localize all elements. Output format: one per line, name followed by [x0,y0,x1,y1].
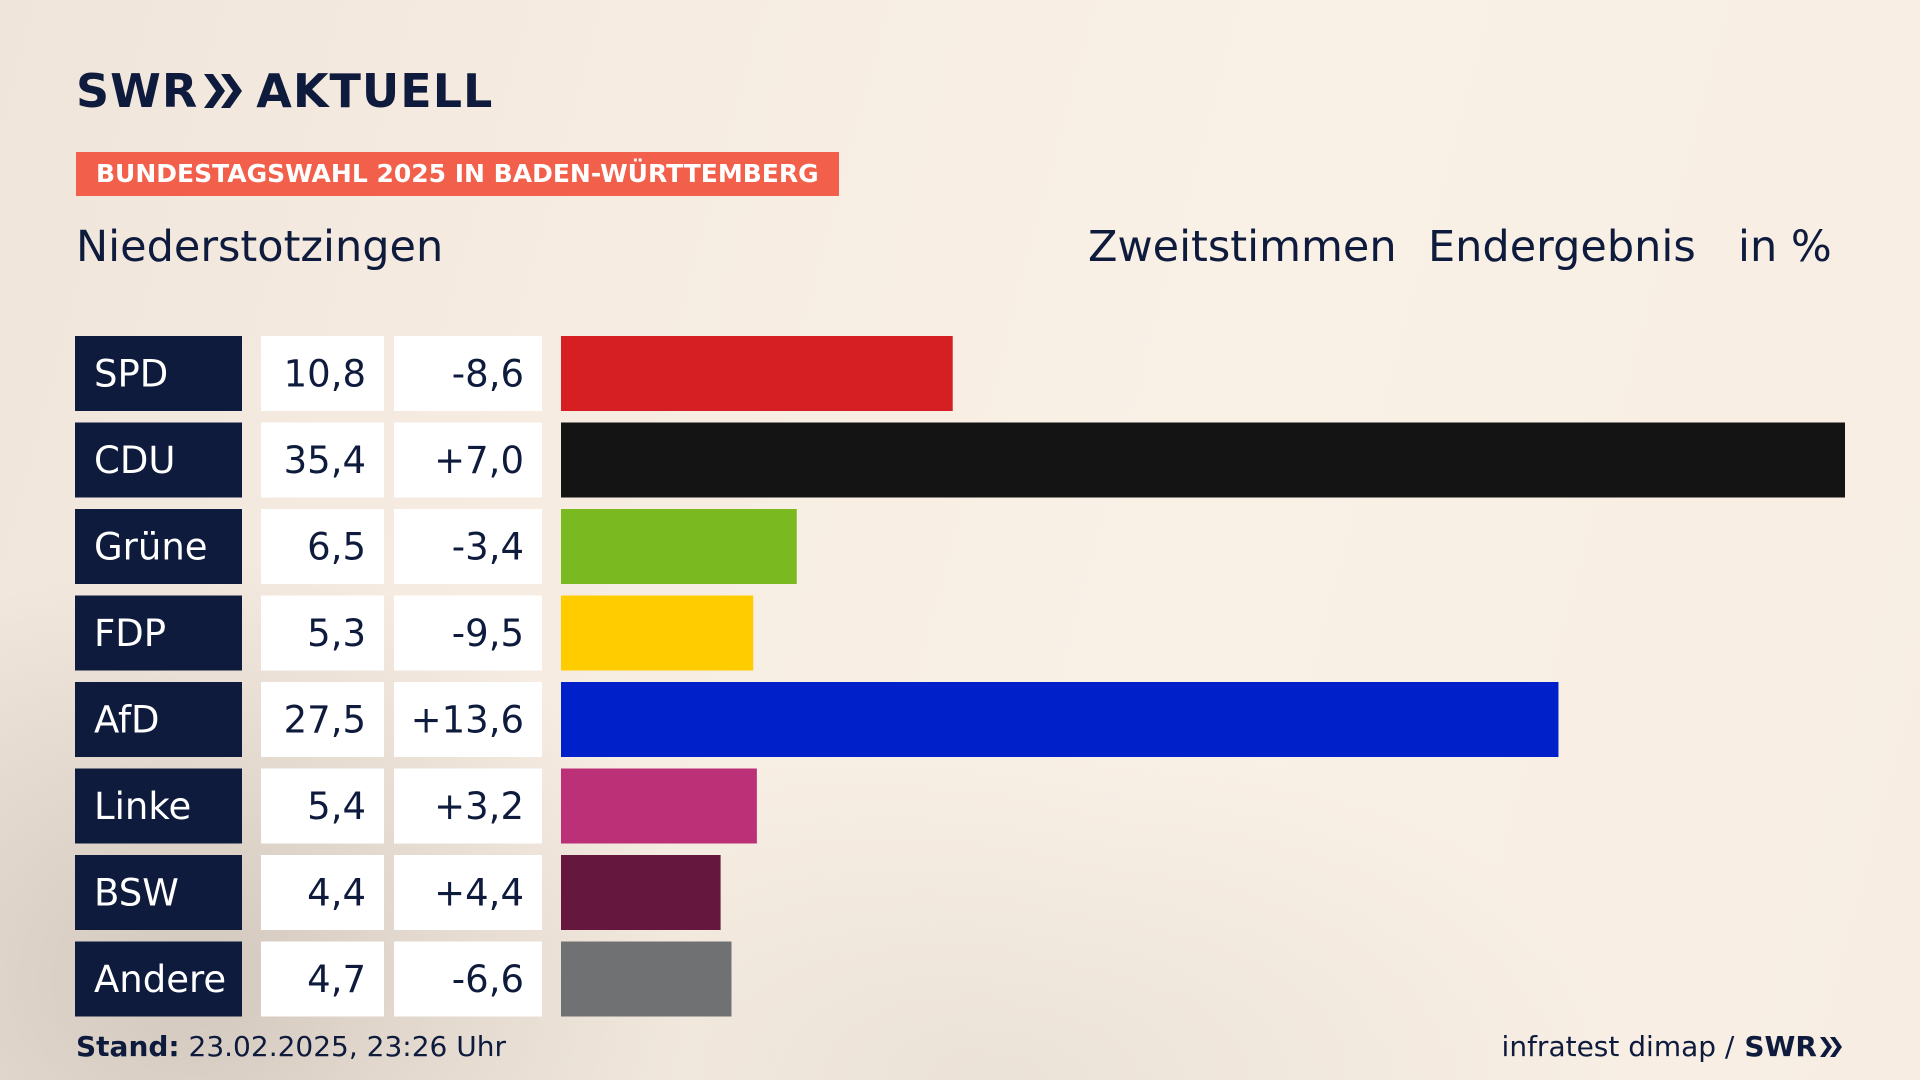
change-cell [394,941,542,1017]
change-label: +4,4 [434,872,524,915]
source-text: infratest dimap / [1501,1030,1735,1063]
change-label: -9,5 [452,612,524,655]
value-cell [261,422,384,498]
change-cell [394,768,542,844]
value-label: 10,8 [284,353,366,396]
result-bar [561,941,732,1017]
double-chevron-icon [1820,1036,1842,1057]
change-label: +7,0 [434,439,524,482]
source-logo-text: SWR [1744,1030,1817,1063]
place-title: Niederstotzingen [76,222,444,272]
change-cell [394,336,542,411]
party-label-box [75,509,242,584]
double-chevron-icon [204,74,243,108]
change-cell [394,595,542,671]
change-label: -6,6 [452,958,524,1001]
party-label-box [75,422,242,498]
party-label: AfD [94,699,160,742]
party-label-box [75,595,242,671]
change-label: -3,4 [452,526,524,569]
timestamp: Stand: 23.02.2025, 23:26 Uhr [76,1030,506,1063]
party-label: SPD [94,353,168,396]
party-label-box [75,682,242,757]
party-label: Andere [94,958,226,1001]
party-label-box [75,855,242,930]
source-logo: SWR [1744,1030,1844,1063]
logo-aktuell-text: AKTUELL [256,64,494,118]
change-cell [394,509,542,584]
unit-header: in % [1738,222,1832,272]
result-bar [561,768,757,844]
party-label-box [75,336,242,411]
value-cell [261,336,384,411]
result-bar [561,855,721,930]
party-label: BSW [94,872,179,915]
value-label: 6,5 [307,526,366,569]
party-label-box [75,768,242,844]
value-label: 4,7 [307,958,366,1001]
value-label: 5,4 [307,785,366,828]
result-bar [561,509,797,584]
change-cell [394,422,542,498]
value-cell [261,595,384,671]
change-cell [394,682,542,757]
value-label: 4,4 [307,872,366,915]
value-label: 27,5 [284,699,366,742]
result-bar [561,422,1845,498]
change-label: -8,6 [452,353,524,396]
party-label: Linke [94,785,191,828]
party-label-box [75,941,242,1017]
result-bar [561,595,754,671]
party-label: Grüne [94,526,208,569]
timestamp-value: 23.02.2025, 23:26 Uhr [188,1030,506,1063]
result-bar [561,336,953,411]
status-header: Endergebnis [1428,222,1696,272]
value-cell [261,682,384,757]
value-cell [261,855,384,930]
value-label: 35,4 [284,439,366,482]
change-label: +13,6 [411,699,524,742]
change-cell [394,855,542,930]
party-label: CDU [94,439,175,482]
change-label: +3,2 [434,785,524,828]
election-kicker: BUNDESTAGSWAHL 2025 IN BADEN-WÜRTTEMBERG [76,152,839,196]
source-credit: infratest dimap / SWR [1502,1030,1844,1063]
timestamp-label: Stand: [76,1030,180,1063]
result-bar [561,682,1559,757]
vote-type-header: Zweitstimmen [1088,222,1397,272]
logo-swr-text: SWR [76,64,199,118]
party-label: FDP [94,612,166,655]
swr-aktuell-logo: SWR AKTUELL [76,64,494,118]
value-label: 5,3 [307,612,366,655]
value-cell [261,941,384,1017]
value-cell [261,509,384,584]
value-cell [261,768,384,844]
